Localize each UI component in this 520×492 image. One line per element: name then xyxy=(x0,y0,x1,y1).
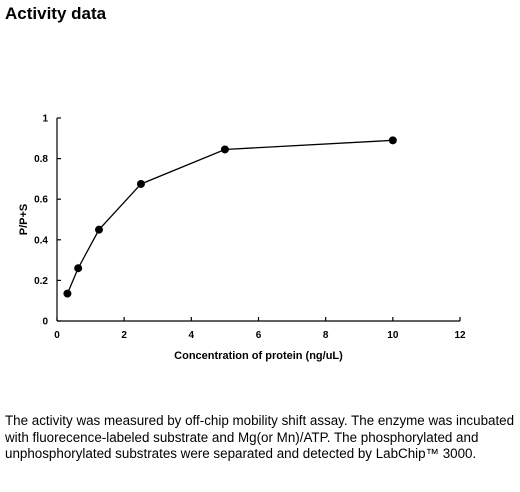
x-tick-label: 4 xyxy=(189,330,195,341)
x-tick-label: 6 xyxy=(256,330,262,341)
caption-text: The activity was measured by off-chip mo… xyxy=(5,413,515,461)
activity-chart: 0 2 4 6 8 10 12 0 0.2 0.4 0.6 0.8 1 Concentration of… xyxy=(18,114,466,363)
y-tick-label: 0.6 xyxy=(34,195,48,206)
chart-axes xyxy=(56,118,460,322)
x-tick-label: 10 xyxy=(387,330,399,341)
chart-series xyxy=(63,136,397,298)
y-tick-label: 1 xyxy=(42,114,48,125)
y-tick-label: 0 xyxy=(42,317,48,328)
series-line xyxy=(66,139,393,294)
chart-ticks: 0 2 4 6 8 10 12 0 0.2 0.4 0.6 0.8 1 xyxy=(34,114,466,342)
data-point xyxy=(136,179,145,188)
y-axis-label: P/P+S xyxy=(18,204,30,236)
x-tick-label: 0 xyxy=(54,330,60,341)
data-point xyxy=(220,145,229,154)
x-tick-label: 8 xyxy=(323,330,329,341)
x-tick-label: 12 xyxy=(454,330,466,341)
y-tick-label: 0.8 xyxy=(34,154,48,165)
x-axis-label: Concentration of protein (ng/uL) xyxy=(174,350,343,362)
data-point xyxy=(63,289,72,298)
page-title: Activity data xyxy=(5,4,107,23)
y-tick-label: 0.2 xyxy=(34,276,48,287)
data-point xyxy=(388,136,397,145)
y-tick-label: 0.4 xyxy=(34,235,48,246)
x-tick-label: 2 xyxy=(121,330,127,341)
data-point xyxy=(94,225,103,234)
data-point xyxy=(74,264,83,273)
